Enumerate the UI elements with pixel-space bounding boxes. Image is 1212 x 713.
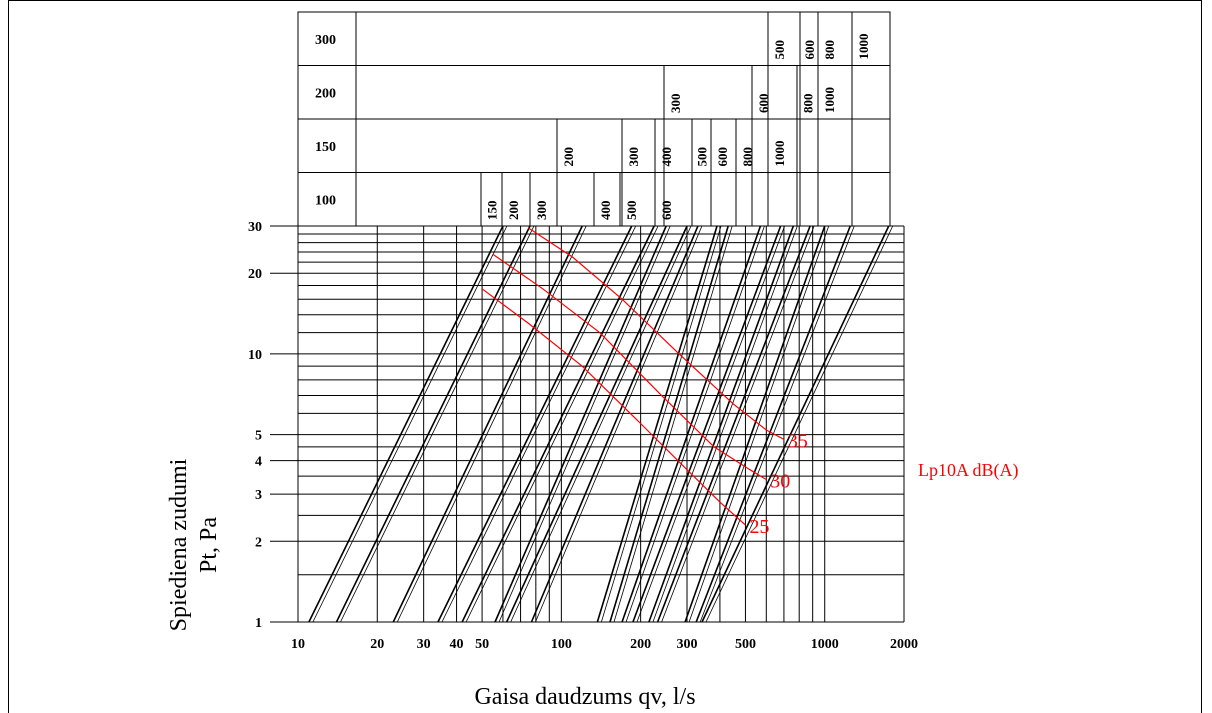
table-size-label: 150 bbox=[315, 140, 336, 155]
table-cell-value: 400 bbox=[659, 147, 674, 167]
x-tick-200: 200 bbox=[630, 637, 651, 652]
duct-line-16 bbox=[695, 225, 851, 623]
table-cell-value: 600 bbox=[756, 94, 771, 114]
y-tick-2: 2 bbox=[255, 535, 262, 550]
table-size-label: 300 bbox=[315, 33, 336, 48]
duct-line-9 bbox=[596, 225, 718, 623]
y-tick-10: 10 bbox=[248, 348, 262, 363]
duct-line-10-twin bbox=[613, 225, 733, 623]
duct-line-5-twin bbox=[465, 225, 659, 623]
x-tick-30: 30 bbox=[417, 637, 431, 652]
duct-line-5 bbox=[461, 225, 655, 623]
y-axis-label-line1: Spiediena zudumi bbox=[166, 458, 192, 631]
x-tick-500: 500 bbox=[735, 637, 756, 652]
sound-curve-label-25: 25 bbox=[749, 516, 769, 538]
table-cell-value: 1000 bbox=[856, 34, 871, 60]
x-tick-100: 100 bbox=[551, 637, 572, 652]
x-tick-50: 50 bbox=[475, 637, 489, 652]
x-tick-300: 300 bbox=[677, 637, 698, 652]
table-cell-value: 600 bbox=[715, 147, 730, 167]
table-cell-value: 150 bbox=[485, 201, 500, 221]
figure-frame bbox=[8, 0, 1202, 713]
table-cell-value: 1000 bbox=[772, 141, 787, 167]
duct-line-7 bbox=[505, 225, 688, 623]
duct-line-12-twin bbox=[636, 225, 785, 623]
sound-legend: Lp10A dB(A) bbox=[918, 460, 1019, 481]
table-cell-value: 300 bbox=[626, 147, 641, 167]
duct-line-16-twin bbox=[699, 225, 855, 623]
table-cell-value: 600 bbox=[802, 40, 817, 60]
table-cell-value: 600 bbox=[659, 201, 674, 221]
y-tick-4: 4 bbox=[255, 455, 262, 470]
x-tick-20: 20 bbox=[370, 637, 384, 652]
table-cell-value: 200 bbox=[506, 201, 521, 221]
x-axis-label: Gaisa daudzums qv, l/s bbox=[474, 684, 695, 710]
duct-line-13 bbox=[648, 225, 795, 623]
y-tick-labels: 1 2 3 4 5 10 20 30 bbox=[248, 220, 298, 631]
y-tick-3: 3 bbox=[255, 488, 262, 503]
table-size-label: 200 bbox=[315, 86, 336, 101]
sound-curves: 25 30 35 bbox=[481, 227, 808, 538]
duct-line-4-twin bbox=[441, 225, 637, 623]
x-tick-2000: 2000 bbox=[890, 637, 918, 652]
table-cell-value: 500 bbox=[695, 147, 710, 167]
table-cell-value: 800 bbox=[740, 147, 755, 167]
table-size-label: 100 bbox=[315, 193, 336, 208]
duct-line-14 bbox=[656, 225, 811, 623]
duct-line-7-twin bbox=[510, 225, 692, 623]
duct-line-9-twin bbox=[600, 225, 722, 623]
y-axis-label-line2: Pt, Pa bbox=[196, 517, 222, 573]
sound-curve-35 bbox=[528, 227, 785, 440]
duct-line-12 bbox=[632, 225, 782, 623]
x-tick-1000: 1000 bbox=[811, 637, 839, 652]
duct-line-13-twin bbox=[652, 225, 798, 623]
duct-line-15 bbox=[684, 225, 826, 623]
table-cell-value: 1000 bbox=[822, 87, 837, 113]
duct-line-2-twin bbox=[340, 225, 535, 623]
table-cell-value: 300 bbox=[534, 201, 549, 221]
y-tick-30: 30 bbox=[248, 220, 262, 235]
duct-line-8 bbox=[530, 225, 699, 623]
duct-line-17 bbox=[701, 225, 890, 623]
x-tick-40: 40 bbox=[450, 637, 464, 652]
y-tick-5: 5 bbox=[255, 429, 262, 444]
duct-line-17-twin bbox=[705, 225, 894, 623]
sound-curve-30 bbox=[492, 253, 767, 481]
duct-line-6 bbox=[494, 225, 667, 623]
table-cell-value: 300 bbox=[668, 94, 683, 114]
duct-line-3-twin bbox=[396, 225, 587, 623]
duct-line-4 bbox=[437, 225, 633, 623]
y-tick-20: 20 bbox=[248, 267, 262, 282]
duct-line-10 bbox=[609, 225, 729, 623]
table-cell-value: 500 bbox=[624, 201, 639, 221]
x-tick-labels: 10 20 30 40 50 100 200 300 500 1000 2000 bbox=[291, 637, 918, 652]
duct-line-14-twin bbox=[661, 225, 815, 623]
sound-curve-25 bbox=[481, 288, 746, 526]
duct-line-3 bbox=[392, 225, 583, 623]
y-tick-1: 1 bbox=[255, 616, 262, 631]
table-cell-value: 400 bbox=[598, 201, 613, 221]
table-cell-value: 500 bbox=[772, 40, 787, 60]
table-cell-value: 800 bbox=[801, 94, 816, 114]
table-cell-value: 200 bbox=[561, 147, 576, 167]
table-cell-value: 800 bbox=[822, 40, 837, 60]
duct-line-1-twin bbox=[312, 225, 508, 623]
duct-line-2 bbox=[335, 225, 531, 623]
duct-line-1 bbox=[308, 225, 504, 623]
size-table: 300 500 600 800 1000 200 300 600 800 1000 150 200 30… bbox=[297, 11, 891, 227]
x-tick-10: 10 bbox=[291, 637, 305, 652]
sound-curve-label-30: 30 bbox=[770, 471, 790, 493]
duct-line-11-twin bbox=[625, 225, 765, 623]
sound-curve-label-35: 35 bbox=[788, 430, 808, 452]
duct-line-6-twin bbox=[498, 225, 671, 623]
duct-line-8-twin bbox=[535, 225, 703, 623]
